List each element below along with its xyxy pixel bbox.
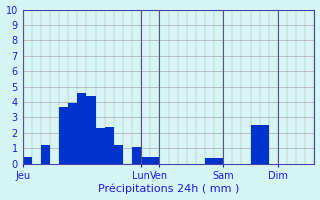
Bar bbox=[132, 147, 141, 164]
Bar bbox=[68, 103, 77, 164]
Bar bbox=[86, 96, 96, 164]
Bar bbox=[105, 127, 114, 164]
Bar bbox=[205, 158, 214, 164]
Bar bbox=[23, 157, 32, 164]
Bar bbox=[251, 125, 260, 164]
Bar bbox=[59, 107, 68, 164]
Bar bbox=[141, 157, 150, 164]
Bar bbox=[77, 93, 86, 164]
X-axis label: Précipitations 24h ( mm ): Précipitations 24h ( mm ) bbox=[98, 184, 239, 194]
Bar bbox=[214, 158, 223, 164]
Bar bbox=[260, 125, 269, 164]
Bar bbox=[41, 145, 50, 164]
Bar bbox=[150, 157, 159, 164]
Bar bbox=[96, 128, 105, 164]
Bar bbox=[114, 145, 123, 164]
